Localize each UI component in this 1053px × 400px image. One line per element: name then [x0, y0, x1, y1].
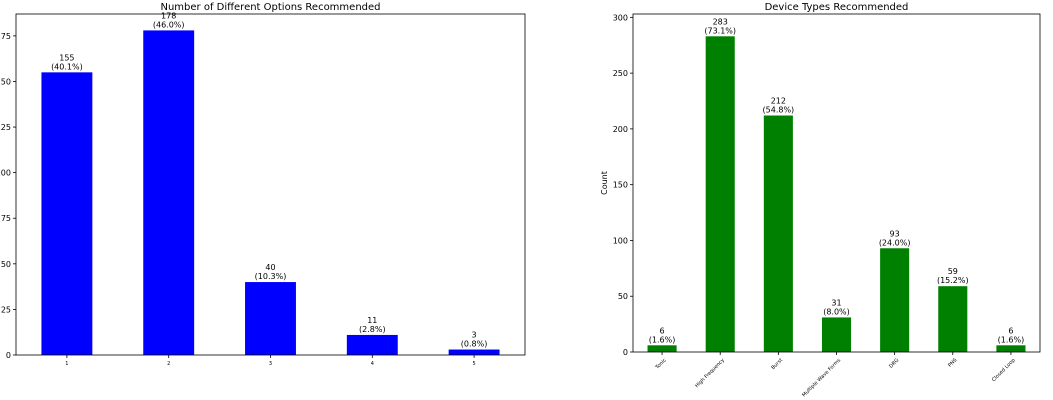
data-label-percent: (15.2%): [937, 276, 969, 285]
y-tick-label: 0: [623, 348, 628, 357]
x-tick-label: High Frequency: [694, 357, 726, 389]
y-tick-label: 250: [613, 69, 628, 78]
data-label-percent: (54.8%): [763, 106, 795, 115]
bar: [41, 72, 93, 356]
y-tick-label: 125: [0, 123, 11, 132]
bar: [880, 248, 910, 352]
data-label-value: 283: [713, 17, 728, 26]
data-label-percent: (10.3%): [255, 272, 287, 281]
data-label-value: 3: [472, 331, 477, 340]
x-tick-label: 1: [65, 361, 68, 367]
data-label-value: 6: [660, 326, 665, 335]
data-label-value: 178: [161, 11, 176, 20]
chart-title: Number of Different Options Recommended: [160, 2, 380, 13]
y-tick-label: 75: [1, 214, 11, 223]
data-label-percent: (40.1%): [51, 62, 83, 71]
data-label-value: 212: [771, 97, 786, 106]
y-tick-label: 150: [0, 77, 11, 86]
plot-frame: [15, 13, 526, 356]
y-tick-label: 50: [1, 260, 11, 269]
y-axis-label: Count: [600, 171, 609, 195]
data-label-percent: (8.0%): [823, 307, 850, 316]
data-label-value: 40: [265, 263, 275, 272]
data-label-percent: (46.0%): [153, 20, 185, 29]
bar: [346, 334, 398, 355]
x-tick-label: 4: [371, 361, 374, 367]
bar: [448, 349, 500, 355]
bar: [763, 115, 793, 352]
y-tick-label: 300: [613, 13, 628, 22]
chart-title: Device Types Recommended: [765, 2, 909, 13]
y-tick-label: 50: [618, 292, 628, 301]
x-tick-label: Multiple Wave Forms: [801, 357, 842, 398]
data-label-value: 93: [890, 229, 900, 238]
x-tick-label: PNS: [947, 357, 958, 368]
bar: [938, 286, 968, 352]
y-tick-label: 25: [1, 305, 11, 314]
data-label-percent: (2.8%): [359, 325, 386, 334]
data-label-value: 11: [367, 316, 377, 325]
data-label-percent: (24.0%): [879, 238, 911, 247]
y-tick-label: 100: [613, 236, 628, 245]
data-label-value: 6: [1008, 326, 1013, 335]
device-types-chart: Device Types RecommendedCount6(1.6%)Toni…: [600, 2, 1041, 398]
x-tick-label: Closed Loop: [991, 357, 1017, 383]
bar: [143, 30, 195, 355]
data-label-percent: (1.6%): [998, 335, 1025, 344]
data-label-percent: (0.8%): [461, 340, 488, 349]
data-label-value: 155: [59, 53, 74, 62]
bar: [245, 282, 296, 355]
x-tick-label: Burst: [770, 357, 784, 371]
x-tick-label: 2: [167, 361, 170, 367]
y-tick-label: 0: [6, 351, 11, 360]
data-label-value: 31: [831, 298, 841, 307]
y-tick-label: 200: [613, 125, 628, 134]
bar: [647, 345, 677, 352]
y-tick-label: 175: [0, 32, 11, 41]
bar: [821, 317, 852, 352]
x-tick-label: DRG: [888, 357, 900, 369]
y-tick-label: 100: [0, 169, 11, 178]
y-tick-label: 150: [613, 181, 628, 190]
x-tick-label: 5: [473, 361, 476, 367]
data-label-value: 59: [948, 267, 958, 276]
data-label-percent: (73.1%): [704, 26, 736, 35]
x-tick-label: Tonic: [654, 357, 668, 371]
options-chart: Number of Different Options RecommendedC…: [0, 2, 526, 367]
plot-frame: [632, 13, 1041, 353]
data-label-percent: (1.6%): [649, 335, 676, 344]
x-tick-label: 3: [269, 361, 272, 367]
bar: [705, 36, 735, 352]
bar: [996, 345, 1026, 352]
